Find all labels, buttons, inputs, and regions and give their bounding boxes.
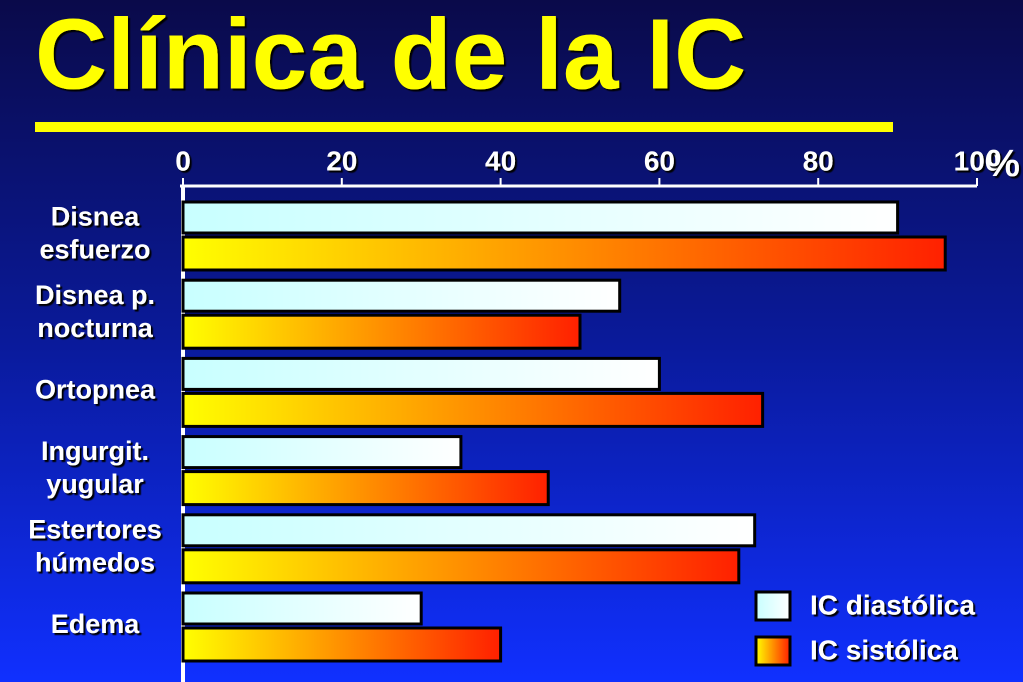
x-tick-label: 0 bbox=[175, 145, 191, 176]
category-label: yugular bbox=[46, 469, 144, 499]
bar bbox=[181, 626, 503, 663]
category-label: Ortopnea bbox=[35, 375, 156, 405]
bar bbox=[181, 591, 423, 626]
legend-label: IC diastólica bbox=[810, 589, 975, 620]
bar bbox=[181, 391, 765, 428]
bar bbox=[181, 513, 757, 548]
bar bbox=[181, 200, 900, 235]
category-label: Ingurgit. bbox=[41, 436, 149, 466]
x-axis-label: % bbox=[986, 143, 1020, 185]
category-label: húmedos bbox=[35, 547, 155, 577]
bar bbox=[181, 435, 463, 470]
category-label: Disnea p. bbox=[35, 280, 155, 310]
x-tick-label: 40 bbox=[485, 145, 516, 176]
category-label: Estertores bbox=[28, 514, 162, 544]
category-label: esfuerzo bbox=[39, 235, 150, 265]
bar bbox=[181, 356, 661, 391]
bar bbox=[181, 313, 582, 350]
category-label: Edema bbox=[51, 609, 141, 639]
legend-label: IC sistólica bbox=[810, 634, 958, 665]
legend-swatch bbox=[754, 635, 792, 667]
bar bbox=[181, 470, 550, 507]
chart-title: Clínica de la IC bbox=[35, 0, 746, 110]
bar bbox=[181, 548, 741, 585]
bar bbox=[181, 235, 947, 272]
category-label: Disnea bbox=[51, 202, 141, 232]
legend-swatch bbox=[754, 590, 792, 622]
bar bbox=[181, 278, 622, 313]
title-underline bbox=[35, 122, 893, 132]
x-tick-label: 100 bbox=[954, 145, 1001, 176]
x-tick-label: 20 bbox=[326, 145, 357, 176]
x-tick-label: 60 bbox=[644, 145, 675, 176]
x-tick-label: 80 bbox=[803, 145, 834, 176]
category-label: nocturna bbox=[37, 313, 153, 343]
